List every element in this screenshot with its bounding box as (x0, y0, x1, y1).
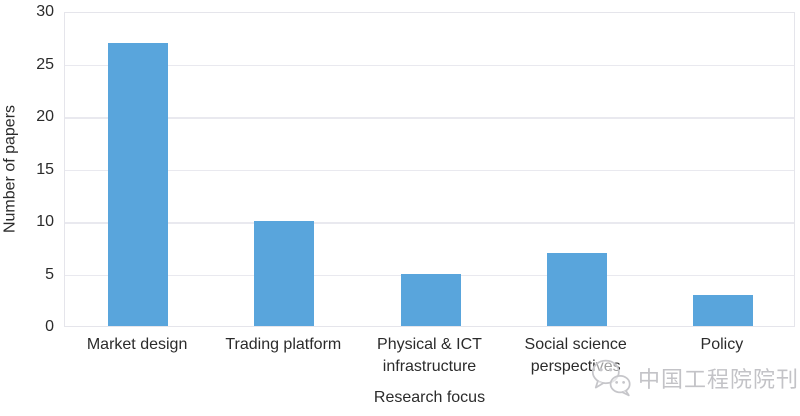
ytick-label-15: 15 (36, 160, 54, 178)
ytick-label-0: 0 (45, 318, 54, 335)
ytick-label-25: 25 (36, 55, 54, 73)
xtick-label-market-design: Market design (86, 336, 188, 353)
x-axis-title: Research focus (373, 389, 486, 406)
watermark-text: 中国工程院院刊 (638, 367, 800, 392)
ytick-label-10: 10 (36, 213, 54, 230)
ytick-label-5: 5 (45, 265, 54, 283)
bar-trading-platform (254, 221, 315, 326)
bar-market-design (108, 42, 169, 326)
xtick-label-physical-ict: Physical & ICT infrastructure (377, 336, 482, 375)
bar-physical-ict (400, 273, 461, 326)
wechat-icon (591, 359, 631, 397)
xtick-label-policy: Policy (700, 336, 744, 353)
bar-social-science (546, 252, 607, 326)
gridline-15 (65, 169, 794, 172)
gridline-25 (65, 64, 794, 67)
ytick-label-20: 20 (36, 108, 54, 125)
xtick-label-trading-platform: Trading platform (225, 336, 342, 353)
ytick-label-30: 30 (36, 3, 54, 20)
plot-area (64, 12, 795, 327)
gridline-20 (65, 117, 794, 119)
bar-policy (692, 294, 753, 326)
gridline-10 (65, 222, 794, 224)
watermark: 中国工程院院刊 (590, 358, 799, 398)
